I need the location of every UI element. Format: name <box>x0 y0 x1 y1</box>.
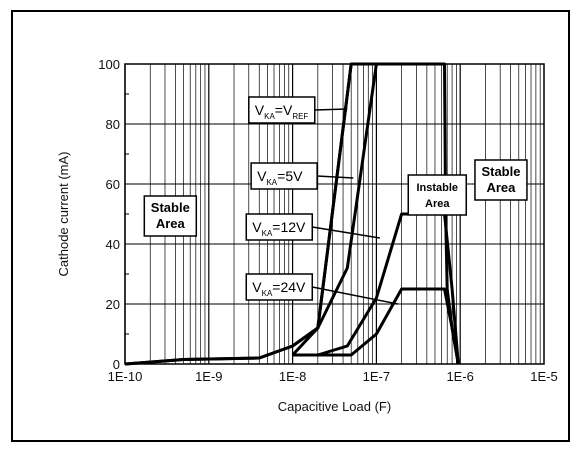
y-tick-label: 40 <box>106 237 120 252</box>
y-tick-label: 100 <box>98 57 120 72</box>
series-label-box <box>248 96 316 124</box>
area-label-box <box>474 159 528 201</box>
series-line-3 <box>317 287 460 365</box>
area-label: Stable <box>481 164 520 179</box>
series-label-box <box>250 162 318 190</box>
series-label-arrow <box>312 286 398 305</box>
x-tick-label: 1E-9 <box>195 369 222 384</box>
series-label-arrow <box>317 175 354 179</box>
series-label: VKA=12V <box>252 219 306 238</box>
x-tick-label: 1E-8 <box>279 369 306 384</box>
area-label: Stable <box>151 200 190 215</box>
series-label: VKA=VREF <box>255 102 309 121</box>
area-label-box <box>407 174 468 216</box>
series-label: VKA=5V <box>257 168 303 187</box>
area-label: Area <box>156 216 186 231</box>
x-axis-label: Capacitive Load (F) <box>278 399 391 414</box>
series-line-0 <box>124 63 353 366</box>
area-label: Area <box>486 180 516 195</box>
area-label: Instable <box>416 182 458 194</box>
plot-border <box>124 63 545 365</box>
x-tick-label: 1E-10 <box>108 369 143 384</box>
series-line-1 <box>291 63 378 357</box>
chart-frame <box>11 10 570 442</box>
series-label-box <box>245 213 314 241</box>
x-tick-label: 1E-6 <box>446 369 473 384</box>
y-axis-label: Cathode current (mA) <box>56 152 71 277</box>
x-tick-label: 1E-5 <box>530 369 557 384</box>
y-tick-label: 80 <box>106 117 120 132</box>
y-tick-label: 20 <box>106 297 120 312</box>
x-tick-label: 1E-7 <box>363 369 390 384</box>
axes-layer: 0 20 40 60 80 100 1E-10 1E-9 1E-8 1E-7 1E-6 1E-5 <box>98 57 557 384</box>
series-layer <box>124 62 460 366</box>
series-label-arrow <box>312 226 380 239</box>
series-label-arrow <box>314 108 348 111</box>
series-label: VKA=24V <box>252 279 306 298</box>
label-layer: VKA=VREFVKA=5VVKA=12VVKA=24VStableAreaIn… <box>143 96 528 305</box>
area-label: Area <box>425 198 450 210</box>
y-tick-label: 0 <box>113 357 120 372</box>
area-label-box <box>143 195 198 237</box>
series-label-box <box>245 273 314 301</box>
y-tick-label: 60 <box>106 177 120 192</box>
